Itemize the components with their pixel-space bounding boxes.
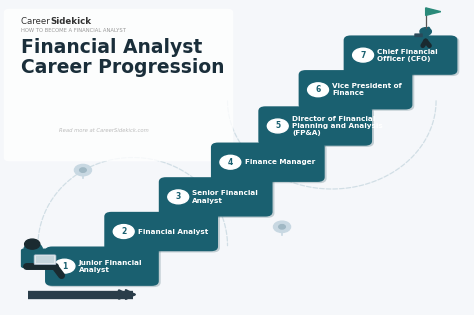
FancyBboxPatch shape <box>21 249 49 268</box>
Text: Vice President of
Finance: Vice President of Finance <box>332 83 402 96</box>
Text: Read more at CareerSidekick.com: Read more at CareerSidekick.com <box>59 128 149 133</box>
Text: HOW TO BECOME A FINANCIAL ANALYST: HOW TO BECOME A FINANCIAL ANALYST <box>21 28 127 33</box>
Circle shape <box>267 119 288 133</box>
FancyBboxPatch shape <box>299 70 412 110</box>
FancyBboxPatch shape <box>159 177 273 217</box>
FancyBboxPatch shape <box>106 213 220 253</box>
Circle shape <box>80 168 86 172</box>
Circle shape <box>279 225 285 229</box>
FancyBboxPatch shape <box>213 144 327 183</box>
Circle shape <box>220 155 241 169</box>
Text: Sidekick: Sidekick <box>51 17 92 26</box>
FancyBboxPatch shape <box>211 142 325 182</box>
Text: Junior Financial
Analyst: Junior Financial Analyst <box>79 260 142 273</box>
FancyBboxPatch shape <box>301 72 414 111</box>
Text: Career: Career <box>21 17 53 26</box>
FancyBboxPatch shape <box>47 248 161 287</box>
Text: 6: 6 <box>315 85 321 94</box>
Text: Finance Manager: Finance Manager <box>245 159 315 165</box>
Text: 4: 4 <box>228 158 233 167</box>
FancyBboxPatch shape <box>258 106 372 146</box>
FancyBboxPatch shape <box>34 255 56 265</box>
FancyBboxPatch shape <box>344 36 457 75</box>
Text: Chief Financial
Officer (CFO): Chief Financial Officer (CFO) <box>377 49 438 62</box>
FancyBboxPatch shape <box>45 246 159 286</box>
FancyBboxPatch shape <box>36 256 54 263</box>
Circle shape <box>25 239 40 249</box>
Text: 5: 5 <box>275 122 280 130</box>
Text: 2: 2 <box>121 227 127 236</box>
Text: Financial Analyst
Career Progression: Financial Analyst Career Progression <box>21 38 225 77</box>
Circle shape <box>24 243 42 255</box>
Circle shape <box>308 83 328 97</box>
Circle shape <box>113 225 134 238</box>
Text: 3: 3 <box>175 192 181 201</box>
Circle shape <box>168 190 189 204</box>
FancyBboxPatch shape <box>260 108 374 147</box>
Polygon shape <box>426 8 441 15</box>
FancyBboxPatch shape <box>414 33 423 37</box>
FancyBboxPatch shape <box>161 178 274 218</box>
Circle shape <box>273 221 291 232</box>
FancyBboxPatch shape <box>346 37 459 76</box>
Circle shape <box>353 48 374 62</box>
Text: 7: 7 <box>360 51 366 60</box>
Circle shape <box>54 259 75 273</box>
Text: Financial Analyst: Financial Analyst <box>138 228 208 235</box>
Text: 1: 1 <box>62 262 67 271</box>
Circle shape <box>74 164 91 176</box>
Circle shape <box>420 28 431 35</box>
FancyBboxPatch shape <box>4 9 233 161</box>
FancyBboxPatch shape <box>104 212 218 251</box>
Text: Director of Financial
Planning and Analysis
(FP&A): Director of Financial Planning and Analy… <box>292 116 383 136</box>
Text: Senior Financial
Analyst: Senior Financial Analyst <box>192 190 258 203</box>
